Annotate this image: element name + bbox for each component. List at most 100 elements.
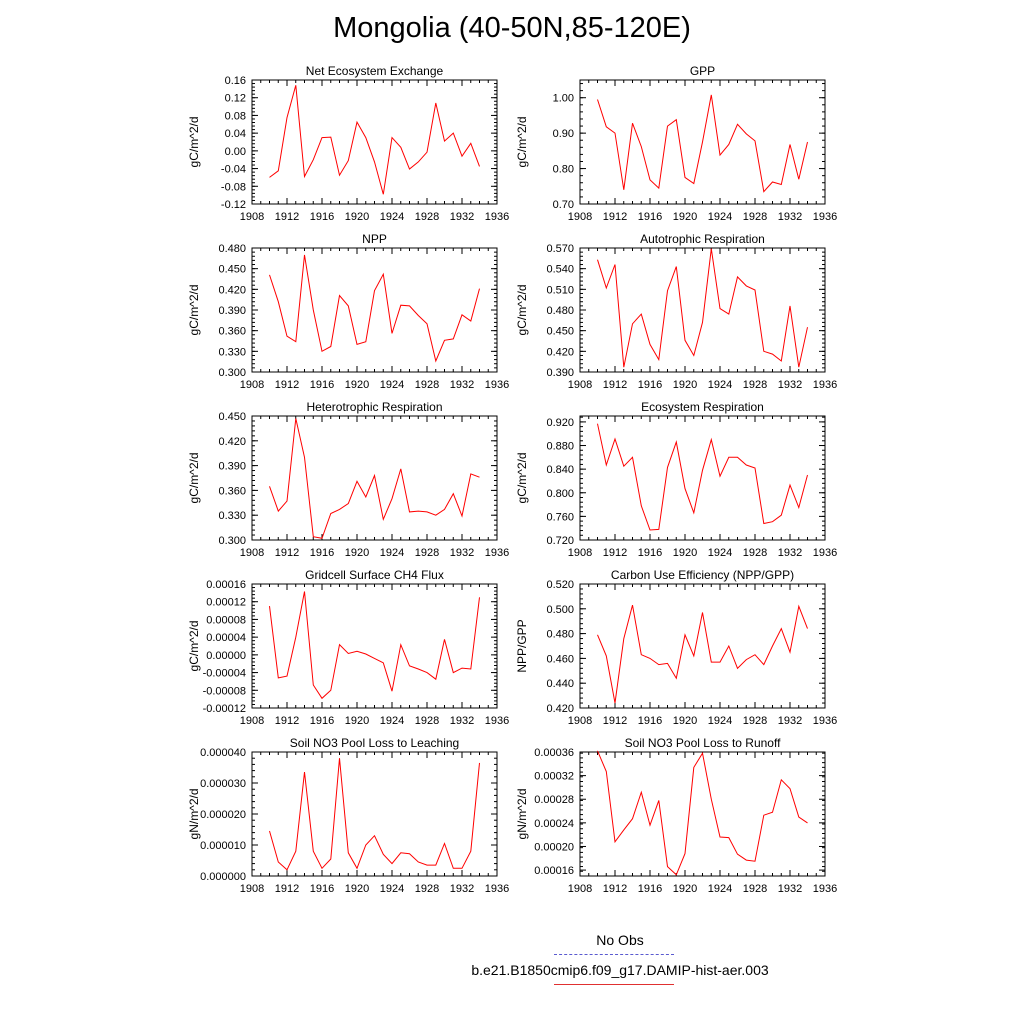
legend-model-label: b.e21.B1850cmip6.f09_g17.DAMIP-hist-aer.… (471, 962, 769, 978)
x-tick-label: 1912 (275, 547, 299, 559)
y-tick-label: -0.12 (221, 199, 246, 211)
x-tick-label: 1916 (638, 211, 662, 223)
x-tick-label: 1924 (708, 883, 732, 895)
x-tick-label: 1936 (813, 715, 837, 727)
x-tick-label: 1908 (240, 883, 264, 895)
x-tick-label: 1912 (275, 211, 299, 223)
x-tick-label: 1924 (708, 379, 732, 391)
y-tick-label: -0.04 (221, 164, 246, 176)
y-axis-label: gC/m^2/d (515, 453, 529, 504)
x-tick-label: 1928 (743, 379, 767, 391)
y-tick-label: 0.00028 (534, 794, 574, 806)
legend-obs-label: No Obs (596, 932, 644, 948)
x-tick-label: 1920 (673, 379, 697, 391)
y-tick-label: 0.000040 (200, 747, 246, 759)
y-tick-label: 0.00012 (206, 597, 246, 609)
x-tick-label: 1920 (673, 547, 697, 559)
series-line (597, 248, 808, 368)
x-tick-label: 1932 (778, 715, 802, 727)
y-tick-label: 0.00020 (534, 841, 574, 853)
plot-frame (251, 751, 498, 877)
x-tick-label: 1924 (380, 211, 404, 223)
x-tick-label: 1924 (380, 547, 404, 559)
panel-8: Carbon Use Efficiency (NPP/GPP) NPP/GPP 19… (515, 568, 837, 727)
x-tick-label: 1908 (568, 883, 592, 895)
x-tick-label: 1916 (310, 883, 334, 895)
x-tick-label: 1908 (568, 211, 592, 223)
x-tick-label: 1924 (708, 715, 732, 727)
x-tick-label: 1908 (240, 379, 264, 391)
y-axis-label: gC/m^2/d (187, 285, 201, 336)
panel-6: Ecosystem Respiration gC/m^2/d 1908 1912 191… (515, 400, 837, 559)
plot-frame (579, 415, 826, 541)
x-tick-label: 1912 (603, 715, 627, 727)
y-tick-label: 0.420 (546, 346, 574, 358)
panel-title: Gridcell Surface CH4 Flux (305, 568, 444, 582)
panel-7: Gridcell Surface CH4 Flux gC/m^2/d 1908 191… (187, 568, 509, 727)
plot-frame (251, 583, 498, 709)
y-tick-label: 0.80 (553, 164, 574, 176)
series-line (269, 758, 480, 871)
x-tick-label: 1936 (813, 547, 837, 559)
x-tick-label: 1916 (310, 547, 334, 559)
series-line (269, 418, 480, 539)
x-tick-label: 1928 (415, 715, 439, 727)
x-tick-label: 1916 (638, 883, 662, 895)
panel-title: Net Ecosystem Exchange (306, 64, 444, 78)
y-tick-label: -0.08 (221, 181, 246, 193)
x-tick-label: 1932 (778, 883, 802, 895)
y-tick-label: 0.880 (546, 441, 574, 453)
y-axis-label: gC/m^2/d (187, 453, 201, 504)
x-tick-label: 1932 (778, 379, 802, 391)
series-line (269, 85, 480, 195)
y-tick-label: 0.00004 (206, 632, 246, 644)
y-tick-label: 0.540 (546, 264, 574, 276)
y-tick-label: 0.16 (225, 75, 246, 87)
x-tick-label: 1916 (638, 379, 662, 391)
y-tick-label: -0.00004 (203, 668, 246, 680)
x-tick-label: 1936 (485, 715, 509, 727)
y-tick-label: 0.00008 (206, 614, 246, 626)
y-tick-label: 0.480 (218, 243, 246, 255)
x-tick-label: 1928 (415, 883, 439, 895)
y-tick-label: 0.840 (546, 464, 574, 476)
x-tick-label: 1920 (345, 883, 369, 895)
x-tick-label: 1920 (673, 211, 697, 223)
y-tick-label: 0.12 (225, 93, 246, 105)
y-tick-label: 0.00036 (534, 747, 574, 759)
x-tick-label: 1932 (450, 547, 474, 559)
series-line (597, 750, 808, 876)
plot-frame (579, 247, 826, 373)
x-tick-label: 1924 (380, 715, 404, 727)
x-tick-label: 1932 (450, 715, 474, 727)
y-tick-label: 0.000030 (200, 778, 246, 790)
x-tick-label: 1912 (603, 883, 627, 895)
x-tick-label: 1912 (603, 211, 627, 223)
panel-title: Ecosystem Respiration (641, 400, 764, 414)
y-tick-label: 0.480 (546, 629, 574, 641)
y-tick-label: 0.000010 (200, 840, 246, 852)
y-tick-label: 0.04 (225, 128, 246, 140)
panel-10: Soil NO3 Pool Loss to Runoff gN/m^2/d 1908… (515, 736, 837, 895)
y-tick-label: 0.450 (218, 264, 246, 276)
x-tick-label: 1916 (638, 547, 662, 559)
x-tick-label: 1912 (275, 379, 299, 391)
x-tick-label: 1928 (743, 715, 767, 727)
series-line (597, 94, 808, 193)
panel-5: Heterotrophic Respiration gC/m^2/d 1908 191… (187, 400, 509, 559)
y-tick-label: 0.360 (218, 326, 246, 338)
y-axis-label: gC/m^2/d (515, 117, 529, 168)
x-tick-label: 1928 (743, 547, 767, 559)
y-tick-label: 0.00016 (534, 865, 574, 877)
y-tick-label: 0.520 (546, 579, 574, 591)
panel-4: Autotrophic Respiration gC/m^2/d 1908 1912 1… (515, 232, 837, 391)
x-tick-label: 1928 (743, 211, 767, 223)
x-tick-label: 1912 (275, 715, 299, 727)
y-tick-label: 0.510 (546, 284, 574, 296)
y-tick-label: 0.460 (546, 653, 574, 665)
x-tick-label: 1936 (485, 883, 509, 895)
y-tick-label: 0.300 (218, 535, 246, 547)
y-tick-label: 0.300 (218, 367, 246, 379)
y-axis-label: gC/m^2/d (187, 117, 201, 168)
x-tick-label: 1932 (450, 211, 474, 223)
